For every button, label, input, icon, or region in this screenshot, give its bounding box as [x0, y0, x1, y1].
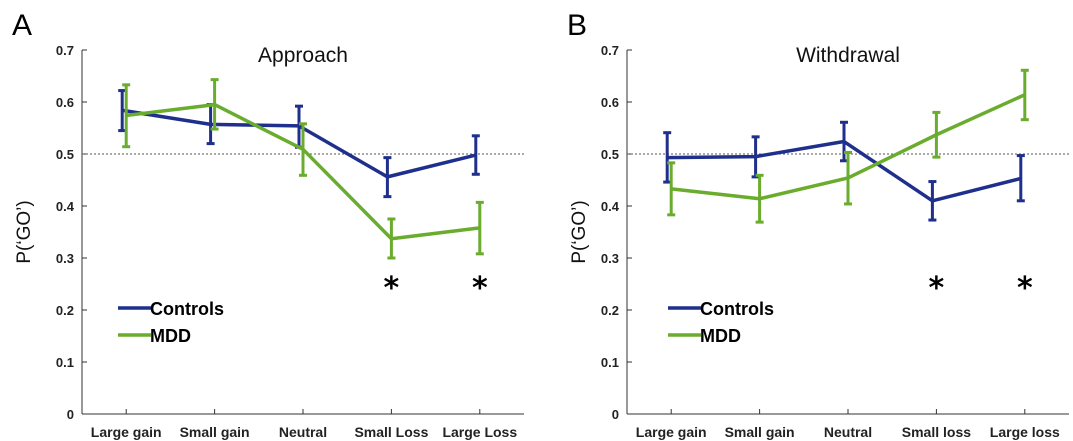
panel-b-legend-label-mdd: MDD	[700, 326, 741, 346]
panel-b-xtick-label: Large gain	[636, 424, 707, 440]
panel-a-xtick-label: Large Loss	[442, 424, 517, 440]
panel-a-title: Approach	[258, 44, 348, 67]
panel-b-ytick-label: 0.7	[601, 43, 619, 58]
panel-a-series-controls-line	[121, 108, 477, 179]
panel-a-legend-label-mdd: MDD	[150, 326, 191, 346]
panel-a-ytick-label: 0.4	[56, 199, 75, 214]
panel-b-xtick-label: Small loss	[902, 424, 971, 440]
panel-a-xtick-label: Neutral	[279, 424, 327, 440]
panel-a-significance-star: *	[472, 271, 488, 306]
panel-a-significance-star: *	[384, 271, 400, 306]
panel-a-letter: A	[12, 9, 32, 42]
panel-a-xtick-label: Large gain	[91, 424, 162, 440]
panel-b-ytick-label: 0.4	[601, 199, 620, 214]
panel-a-ylabel: P(‘GO’)	[14, 200, 35, 263]
panel-b-ytick-label: 0.5	[601, 147, 619, 162]
panel-b-ylabel: P(‘GO’)	[569, 200, 590, 263]
panel-b-title: Withdrawal	[796, 44, 900, 67]
panel-a-ytick-label: 0.5	[56, 147, 74, 162]
panel-b-ytick-label: 0.3	[601, 251, 619, 266]
panel-a-series-mdd-line	[125, 102, 481, 241]
panel-b-xtick-label: Small gain	[725, 424, 795, 440]
panel-b-significance-star: *	[1017, 271, 1033, 306]
panel-a-ytick-label: 0.1	[56, 355, 74, 370]
panel-b-letter: B	[567, 9, 587, 42]
panel-b-legend-label-controls: Controls	[700, 299, 774, 319]
panel-b-ytick-label: 0.6	[601, 95, 619, 110]
panel-b-xtick-label: Large loss	[990, 424, 1060, 440]
panel-b-series-controls-line	[667, 139, 1022, 203]
panel-a-ytick-label: 0	[67, 407, 74, 422]
panel-b-xtick-label: Neutral	[824, 424, 872, 440]
panel-b-series-mdd-line	[671, 93, 1026, 201]
panel-a-ytick-label: 0.6	[56, 95, 74, 110]
panel-a-xtick-label: Small gain	[180, 424, 250, 440]
panel-a-ytick-label: 0.7	[56, 43, 74, 58]
panel-b-ytick-label: 0.2	[601, 303, 619, 318]
panel-a-legend-label-controls: Controls	[150, 299, 224, 319]
panel-a-ytick-label: 0.2	[56, 303, 74, 318]
panel-a-xtick-label: Small Loss	[354, 424, 428, 440]
panel-b-significance-star: *	[929, 271, 945, 306]
panel-b-ytick-label: 0	[612, 407, 619, 422]
panel-b-ytick-label: 0.1	[601, 355, 619, 370]
panel-a-ytick-label: 0.3	[56, 251, 74, 266]
